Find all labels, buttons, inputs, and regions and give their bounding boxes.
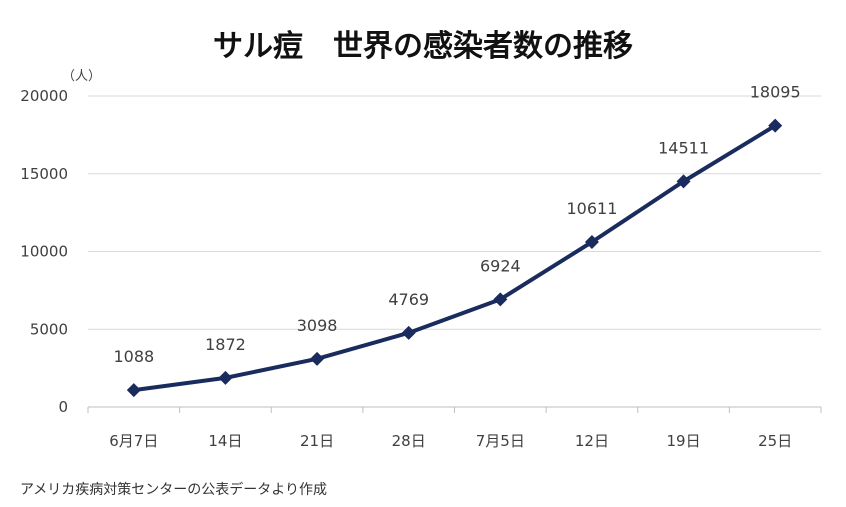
x-tick-label: 19日 (667, 432, 701, 450)
series-layer (126, 118, 783, 398)
y-tick-label: 20000 (20, 87, 68, 105)
source-note: アメリカ疾病対策センターの公表データより作成 (20, 481, 327, 498)
data-labels: 1088 1872 3098 4769 6924 10611 14511 18095 (113, 83, 800, 366)
data-point-marker (310, 351, 325, 366)
x-axis-ticks: 6月7日 14日 21日 28日 7月5日 12日 19日 25日 (109, 432, 792, 450)
y-axis-unit: （人） (62, 69, 101, 84)
x-tick-label: 6月7日 (109, 432, 158, 450)
x-tick-label: 28日 (392, 432, 426, 450)
x-tick-label: 12日 (575, 432, 609, 450)
data-label: 18095 (750, 83, 801, 102)
x-tick-label: 21日 (300, 432, 334, 450)
data-point-marker (676, 174, 691, 189)
data-label: 3098 (297, 316, 338, 335)
chart-title: サル痘 世界の感染者数の推移 (213, 29, 633, 64)
series-line (131, 123, 778, 393)
data-label: 6924 (480, 256, 521, 275)
data-label: 1088 (113, 347, 154, 366)
gridlines (87, 95, 822, 413)
data-point-marker (126, 383, 141, 398)
y-tick-label: 5000 (30, 320, 68, 338)
data-point-marker (493, 292, 508, 307)
x-tick-label: 7月5日 (476, 432, 525, 450)
y-tick-label: 15000 (20, 165, 68, 183)
data-point-marker (218, 370, 233, 385)
y-tick-label: 10000 (20, 243, 68, 261)
data-label: 4769 (388, 290, 429, 309)
data-label: 14511 (658, 138, 709, 157)
data-label: 1872 (205, 335, 246, 354)
data-point-marker (584, 234, 599, 249)
data-label: 10611 (566, 199, 617, 218)
data-point-marker (401, 325, 416, 340)
data-point-marker (768, 118, 783, 133)
x-tick-label: 25日 (758, 432, 792, 450)
y-axis-ticks: 0 5000 10000 15000 20000 (20, 87, 68, 416)
x-tick-label: 14日 (208, 432, 242, 450)
y-tick-label: 0 (58, 398, 68, 416)
